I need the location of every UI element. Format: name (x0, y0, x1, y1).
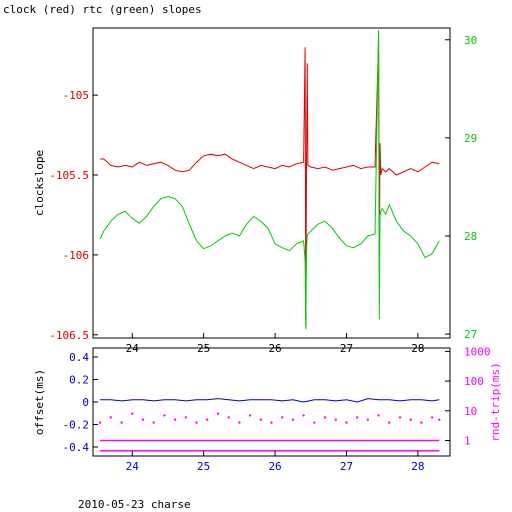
bottom-y2-tick-label: 1 (464, 434, 471, 447)
bottom-y-tick-label: 0.4 (69, 351, 89, 364)
rnd-trip-point (216, 412, 220, 415)
rnd-trip-point (109, 416, 113, 419)
rnd-trip-point (398, 416, 402, 419)
rnd-trip-point (409, 418, 412, 421)
rnd-trip-point (388, 421, 391, 424)
top-y2-tick-label: 27 (464, 328, 477, 341)
rnd-trip-point (163, 414, 166, 417)
rnd-trip-point (345, 421, 348, 424)
rnd-trip-point (141, 418, 145, 421)
bottom-x-tick-label: 26 (268, 460, 281, 473)
rnd-trip-point (259, 418, 262, 421)
rnd-trip-point (323, 416, 327, 419)
chart-title: clock (red) rtc (green) slopes (3, 3, 202, 16)
rtc-series-line (99, 29, 440, 330)
bottom-y-tick-label: 0 (82, 396, 89, 409)
rnd-trip-point (238, 421, 241, 424)
bottom-y2-tick-label: 10 (464, 405, 477, 418)
rnd-trip-point (270, 421, 273, 424)
rnd-trip-point (195, 421, 198, 424)
bottom-y2-axis-label: rnd-trip(ms) (489, 362, 502, 441)
bottom-y-tick-label: -0.2 (63, 419, 90, 432)
top-y-tick-label: -105 (63, 89, 90, 102)
bottom-x-tick-label: 25 (197, 460, 210, 473)
top-y-tick-label: -105.5 (49, 169, 89, 182)
rnd-trip-point (131, 412, 134, 415)
bottom-y-tick-label: 0.2 (69, 374, 89, 387)
top-y2-tick-label: 29 (464, 132, 477, 145)
rnd-trip-point (152, 421, 155, 424)
rnd-trip-point (184, 416, 187, 419)
bottom-y-tick-label: -0.4 (63, 441, 90, 454)
rnd-trip-point (420, 421, 423, 424)
bottom-y-axis-label: offset(ms) (33, 369, 46, 435)
rnd-trip-point (302, 414, 305, 417)
top-y-axis-label: clockslope (33, 150, 46, 216)
rnd-trip-point (248, 414, 252, 417)
rnd-trip-point (120, 421, 123, 424)
rnd-trip-point (291, 418, 295, 421)
top-y2-tick-label: 30 (464, 34, 477, 47)
offset-series-line (100, 398, 440, 403)
rnd-trip-point (173, 418, 177, 421)
rnd-trip-point (366, 418, 370, 421)
rnd-trip-point (356, 416, 359, 419)
bottom-y2-tick-label: 1000 (464, 345, 491, 358)
rnd-trip-point (98, 421, 102, 424)
bottom-x-tick-label: 27 (340, 460, 353, 473)
top-y2-tick-label: 28 (464, 230, 477, 243)
footer-caption: 2010-05-23 charse (78, 498, 191, 511)
rnd-trip-point (377, 414, 380, 417)
bottom-panel: 24 25 26 27 28 0.4 0.2 0 -0.2 -0.4 1 10 100 1000 offs… (33, 345, 502, 473)
rnd-trip-point (227, 416, 230, 419)
bottom-x-tick-label: 28 (411, 460, 424, 473)
rnd-trip-point (206, 418, 209, 421)
top-plot-frame (92, 27, 451, 339)
bottom-y2-tick-label: 100 (464, 375, 484, 388)
rnd-trip-point (313, 421, 316, 424)
top-y-tick-label: -106.5 (49, 329, 89, 342)
rnd-trip-point (281, 416, 284, 419)
top-y-tick-label: -106 (63, 249, 90, 262)
rnd-trip-point (334, 418, 337, 421)
bottom-x-tick-label: 24 (126, 460, 140, 473)
rnd-trip-point (430, 416, 434, 419)
rnd-trip-point (438, 418, 441, 421)
clock-series-line (100, 39, 440, 327)
